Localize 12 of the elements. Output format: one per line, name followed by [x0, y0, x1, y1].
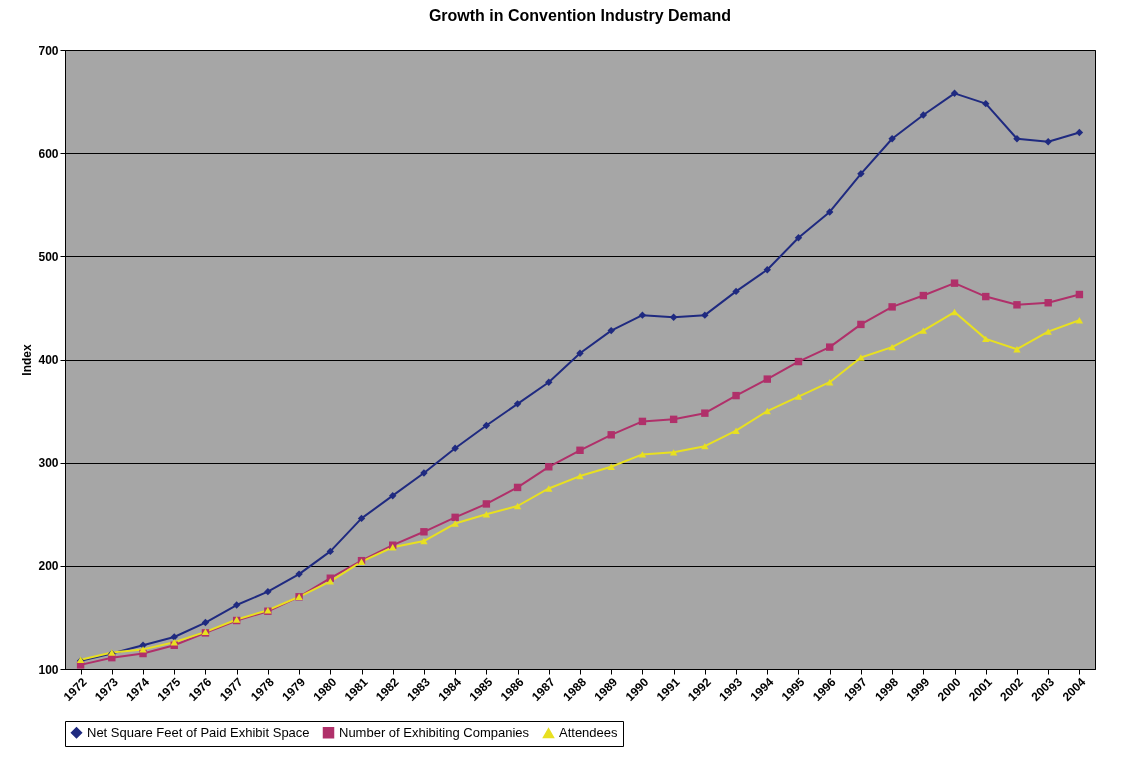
- legend-label: Net Square Feet of Paid Exhibit Space: [87, 724, 310, 740]
- chart-title: Growth in Convention Industry Demand: [428, 7, 732, 24]
- legend-label: Attendees: [559, 725, 619, 741]
- y-tick-label: 200: [38, 559, 59, 574]
- y-tick-label: 300: [38, 456, 59, 471]
- legend-label: Number of Exhibiting Companies: [339, 724, 530, 740]
- y-tick-label: 400: [38, 353, 59, 367]
- y-tick-label: 100: [38, 662, 59, 677]
- y-tick-label: 600: [38, 146, 59, 161]
- y-tick-label: 500: [38, 249, 59, 264]
- y-axis-title: Index: [20, 344, 35, 376]
- y-tick-label: 700: [38, 43, 59, 58]
